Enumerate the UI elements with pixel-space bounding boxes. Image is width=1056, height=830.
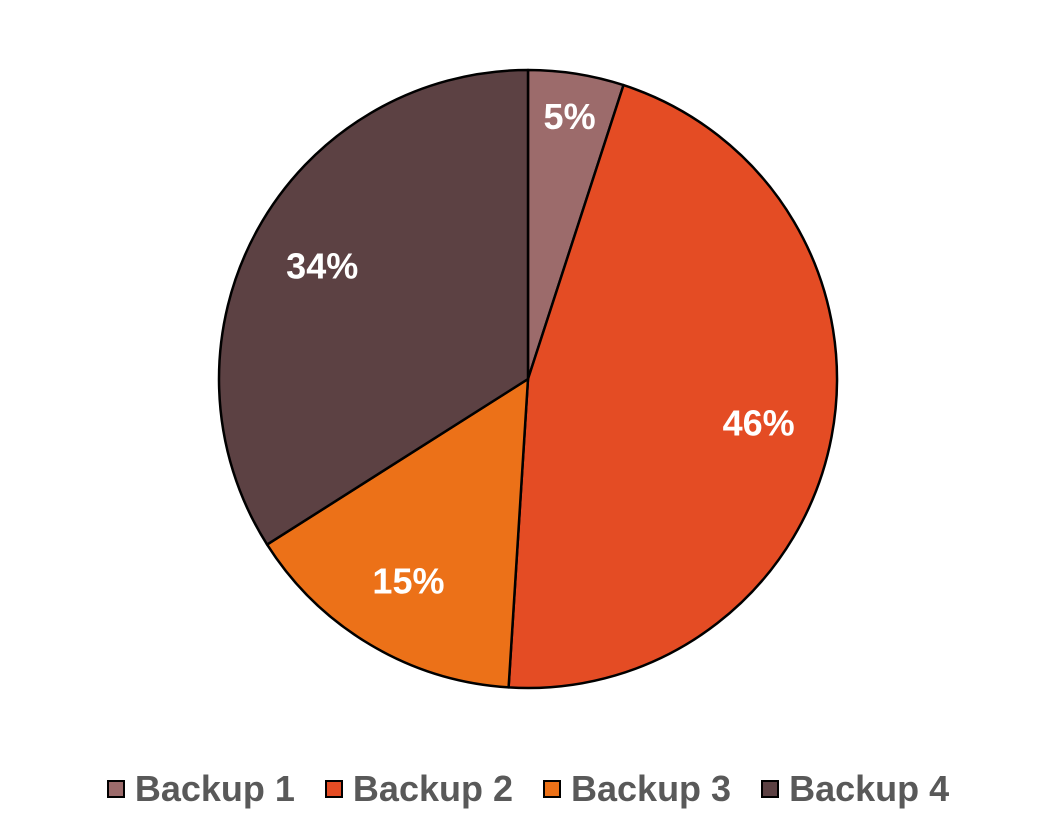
pie-slice-3 xyxy=(265,377,530,689)
legend-item-1: Backup 1 xyxy=(106,768,295,809)
legend-label-3: Backup 3 xyxy=(571,768,732,809)
legend-swatch-3 xyxy=(543,780,561,798)
data-label-4: 34% xyxy=(286,245,358,286)
legend-label-1: Backup 1 xyxy=(134,768,295,809)
pie-slice-4 xyxy=(217,68,530,546)
legend-label-2: Backup 2 xyxy=(352,768,513,809)
legend-item-4: Backup 4 xyxy=(761,771,949,807)
legend-item-2: Backup 2 xyxy=(324,768,513,809)
data-label-2: 46% xyxy=(723,403,795,444)
data-label-1: 5% xyxy=(544,96,596,137)
pie-plot-area: 5% 46% 15% 34% xyxy=(217,68,839,690)
legend-swatch-4 xyxy=(761,780,780,798)
legend-item-3: Backup 3 xyxy=(543,771,731,807)
legend: Backup 1 Backup 2 Backup 3 Backup 4 xyxy=(0,764,1056,814)
legend-label-4: Backup 4 xyxy=(789,768,950,809)
data-label-3: 15% xyxy=(372,561,444,602)
legend-swatch-1 xyxy=(106,780,125,798)
pie-slice-2 xyxy=(507,83,839,690)
legend-swatch-2 xyxy=(324,780,343,798)
